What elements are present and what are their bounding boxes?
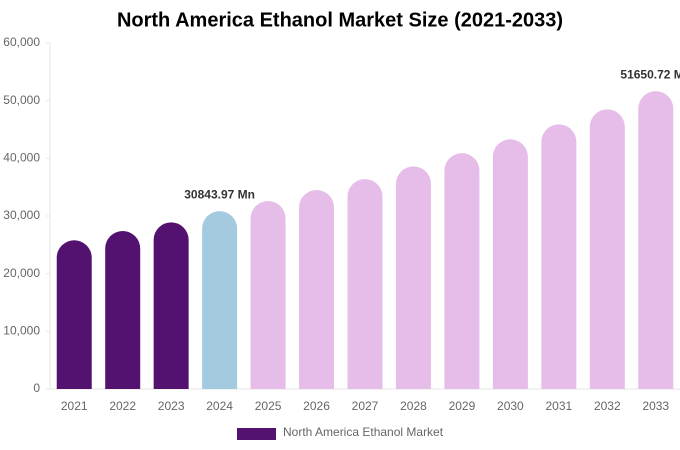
x-tick-label: 2025 (255, 399, 282, 413)
y-tick-label: 30,000 (3, 208, 40, 222)
bar (638, 91, 674, 389)
y-tick-label: 0 (33, 381, 40, 395)
x-tick-label: 2022 (109, 399, 136, 413)
bar (56, 240, 92, 389)
bar (250, 201, 286, 389)
bar (444, 153, 480, 389)
bar (202, 211, 238, 389)
bar (153, 222, 189, 389)
x-tick-label: 2031 (545, 399, 572, 413)
y-tick-label: 50,000 (3, 93, 40, 107)
y-tick-label: 20,000 (3, 266, 40, 280)
legend-swatch (237, 428, 276, 440)
y-tick-label: 10,000 (3, 324, 40, 338)
x-tick-label: 2023 (158, 399, 185, 413)
bar (492, 139, 528, 389)
x-tick-label: 2032 (594, 399, 621, 413)
bar (299, 190, 335, 389)
x-tick-label: 2026 (303, 399, 330, 413)
legend-label: North America Ethanol Market (283, 425, 444, 439)
x-tick-label: 2028 (400, 399, 427, 413)
bar (541, 124, 577, 389)
x-tick-label: 2021 (61, 399, 88, 413)
bar (395, 166, 431, 389)
x-tick-label: 2027 (352, 399, 379, 413)
chart-title: North America Ethanol Market Size (2021-… (117, 9, 563, 31)
data-label: 51650.72 Mn (620, 67, 680, 81)
y-tick-label: 40,000 (3, 151, 40, 165)
bar (105, 230, 141, 389)
bar (589, 109, 625, 390)
data-label: 30843.97 Mn (184, 187, 255, 201)
y-tick-label: 60,000 (3, 35, 40, 49)
x-tick-label: 2024 (206, 399, 233, 413)
x-tick-label: 2029 (449, 399, 476, 413)
bar (347, 179, 383, 389)
x-tick-label: 2033 (642, 399, 669, 413)
x-tick-label: 2030 (497, 399, 524, 413)
